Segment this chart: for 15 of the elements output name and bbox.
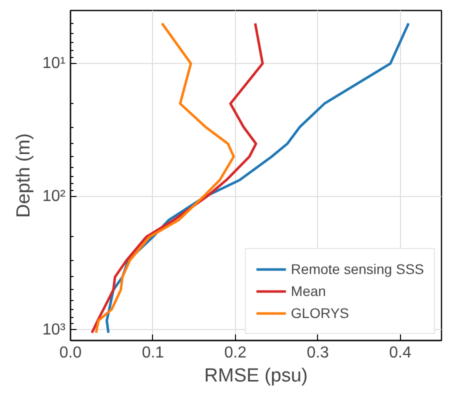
x-tick-label: 0.2 — [224, 344, 247, 362]
y-tick-label: 10³ — [42, 321, 66, 338]
x-tick-label: 0.1 — [142, 344, 164, 362]
legend-label: Mean — [290, 283, 326, 299]
y-tick-label: 10² — [42, 188, 66, 206]
x-tick-label: 0.0 — [59, 344, 82, 362]
y-tick-label: 10¹ — [42, 55, 66, 72]
y-axis-title: Depth (m) — [13, 133, 34, 218]
legend-label: Remote sensing SSS — [290, 261, 424, 277]
x-axis-title: RMSE (psu) — [204, 366, 308, 386]
line-series — [94, 22, 235, 334]
x-tick-label: 0.4 — [389, 344, 412, 362]
x-tick-label: 0.3 — [306, 344, 330, 362]
line-series — [90, 22, 264, 334]
legend-label: GLORYS — [290, 305, 350, 321]
